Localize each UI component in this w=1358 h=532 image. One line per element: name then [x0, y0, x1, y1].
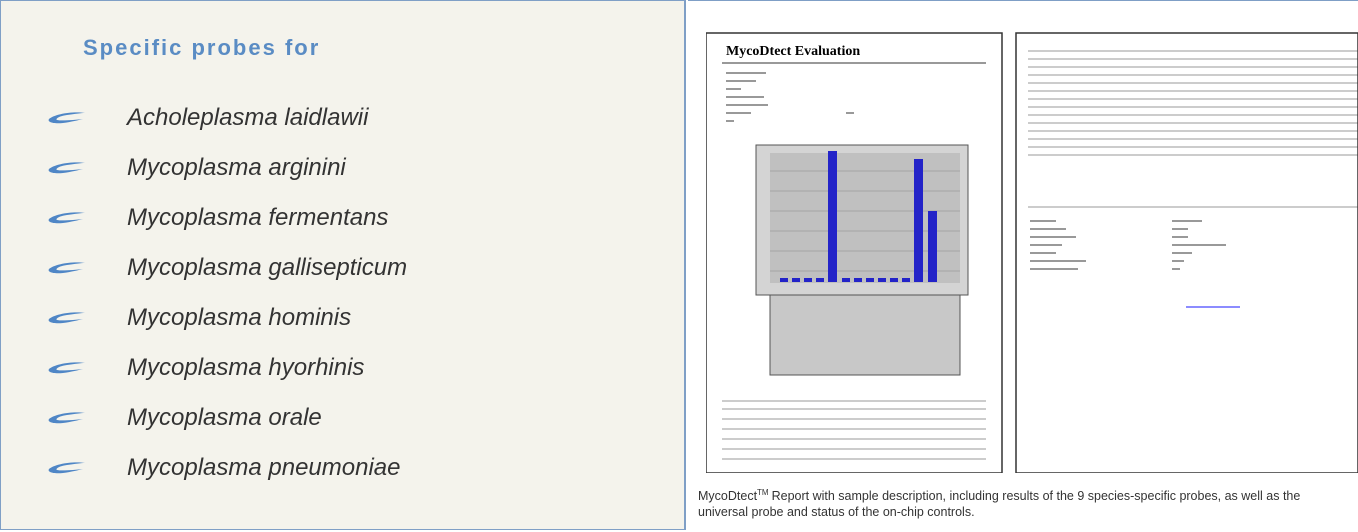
figure-panel: MycoDtect Evaluation: [688, 0, 1358, 532]
page: Specific probes for Acholeplasma laidlaw…: [0, 0, 1358, 532]
probe-item: Mycoplasma orale: [1, 393, 407, 443]
bullet-icon: [47, 411, 87, 425]
probe-item: Mycoplasma hominis: [1, 293, 407, 343]
caption-brand: MycoDtect: [698, 489, 757, 503]
species-name: Mycoplasma gallisepticum: [127, 254, 407, 282]
report-title: MycoDtect Evaluation: [726, 44, 860, 59]
panel-title: Specific probes for: [83, 35, 320, 61]
bullet-icon: [47, 161, 87, 175]
species-name: Mycoplasma pneumoniae: [127, 454, 400, 482]
bullet-icon: [47, 361, 87, 375]
probe-item: Mycoplasma gallisepticum: [1, 243, 407, 293]
report-image: MycoDtect Evaluation: [706, 31, 1358, 473]
probe-panel: Specific probes for Acholeplasma laidlaw…: [0, 0, 686, 530]
bullet-icon: [47, 261, 87, 275]
caption-mark: TM: [757, 488, 769, 497]
species-name: Mycoplasma fermentans: [127, 204, 388, 232]
probe-item: Mycoplasma pneumoniae: [1, 443, 407, 493]
caption-text: Report with sample description, includin…: [698, 489, 1300, 519]
bullet-icon: [47, 311, 87, 325]
probe-item: Mycoplasma hyorhinis: [1, 343, 407, 393]
probe-item: Acholeplasma laidlawii: [1, 93, 407, 143]
species-name: Mycoplasma arginini: [127, 154, 346, 182]
bullet-icon: [47, 461, 87, 475]
probe-item: Mycoplasma arginini: [1, 143, 407, 193]
bullet-icon: [47, 111, 87, 125]
probe-item: Mycoplasma fermentans: [1, 193, 407, 243]
probe-list: Acholeplasma laidlawii Mycoplasma arginin…: [1, 93, 407, 493]
bullet-icon: [47, 211, 87, 225]
species-name: Acholeplasma laidlawii: [127, 104, 368, 132]
species-name: Mycoplasma hominis: [127, 304, 351, 332]
species-name: Mycoplasma hyorhinis: [127, 354, 364, 382]
species-name: Mycoplasma orale: [127, 404, 322, 432]
